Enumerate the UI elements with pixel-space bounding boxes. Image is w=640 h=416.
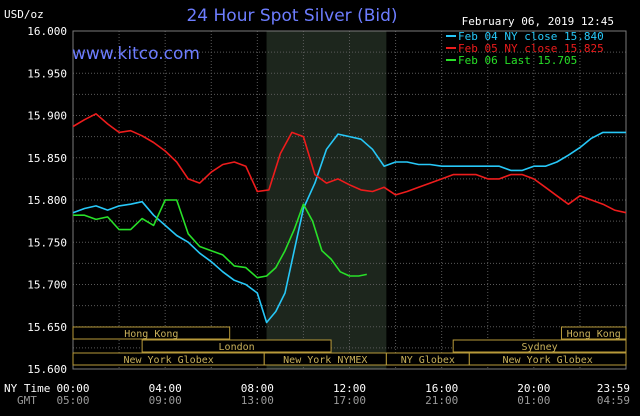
session-label: NY Globex [401, 355, 455, 366]
y-axis-unit-label: USD/oz [4, 8, 44, 21]
ny-session-shade [266, 31, 387, 369]
y-tick-label: 15.750 [27, 236, 67, 249]
x-tick-label-gmt: 17:00 [333, 394, 366, 407]
session-label: New York Globex [503, 355, 593, 366]
session-label: New York NYMEX [283, 355, 367, 366]
trading-session-bars: Hong Kong Hong Kong London Sydney New York G… [72, 326, 627, 366]
y-axis-tick-labels: 16.000 15.950 15.900 15.850 15.800 15.750 15.7… [27, 25, 67, 376]
gmt-row-label: GMT [17, 394, 37, 407]
x-tick-label-ny: 20:00 [517, 382, 550, 395]
legend-entry: Feb 04 NY close 15.840 [458, 30, 604, 43]
series-line [73, 199, 367, 279]
x-tick-label-gmt: 21:00 [425, 394, 458, 407]
session-box [72, 326, 231, 340]
y-tick-label: 15.600 [27, 363, 67, 376]
session-box [560, 326, 627, 340]
x-axis-tick-labels: 00:00 04:00 08:00 12:00 16:00 20:00 23:59 05:00… [56, 382, 630, 407]
y-tick-label: 15.850 [27, 152, 67, 165]
price-series [72, 113, 627, 324]
legend-entry: Feb 05 NY close 15.825 [458, 42, 604, 55]
y-tick-label: 16.000 [27, 25, 67, 38]
x-tick-label-ny: 04:00 [149, 382, 182, 395]
x-tick-label-gmt: 05:00 [56, 394, 89, 407]
x-tick-label-ny: 16:00 [425, 382, 458, 395]
series-line [72, 113, 627, 214]
session-label: Hong Kong [124, 329, 178, 340]
y-tick-label: 15.900 [27, 110, 67, 123]
x-tick-label-gmt: 01:00 [517, 394, 550, 407]
ny-time-row-label: NY Time [4, 382, 50, 395]
x-tick-label-ny: 12:00 [333, 382, 366, 395]
kitco-watermark: www.kitco.com [72, 44, 200, 64]
session-box [141, 339, 332, 353]
x-tick-label-ny: 23:59 [597, 382, 630, 395]
series-line [72, 131, 626, 324]
y-tick-label: 15.950 [27, 67, 67, 80]
plot-frame [72, 30, 627, 370]
chart-title: 24 Hour Spot Silver (Bid) [186, 6, 397, 26]
x-tick-label-gmt: 13:00 [241, 394, 274, 407]
y-tick-label: 15.650 [27, 321, 67, 334]
x-tick-label-gmt: 04:59 [597, 394, 630, 407]
x-tick-label-ny: 08:00 [241, 382, 274, 395]
session-box [468, 352, 627, 366]
chart-timestamp: February 06, 2019 12:45 [462, 15, 614, 28]
legend-entry: Feb 06 Last 15.705 [458, 54, 577, 67]
y-tick-label: 15.700 [27, 279, 67, 292]
x-tick-label-ny: 00:00 [56, 382, 89, 395]
session-label: Sydney [522, 342, 558, 353]
x-tick-label-gmt: 09:00 [149, 394, 182, 407]
session-box [452, 339, 627, 353]
y-tick-label: 15.800 [27, 194, 67, 207]
session-label: London [219, 342, 255, 353]
session-label: New York Globex [123, 355, 213, 366]
session-label: Hong Kong [567, 329, 621, 340]
